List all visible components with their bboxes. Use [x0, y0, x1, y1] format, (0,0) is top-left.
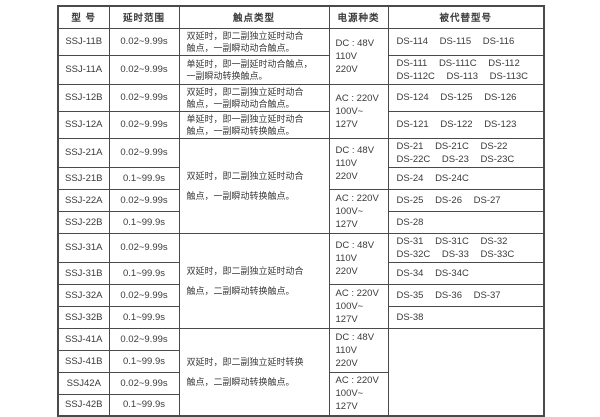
replaced-cell: DS-28: [387, 210, 545, 234]
table-row: SSJ-41B 0.1~99.9s: [57, 349, 544, 373]
replaced-cell: DS-114 DS-115 DS-116: [387, 27, 545, 56]
model-cell: SSJ-12B: [57, 83, 110, 112]
delay-cell: 0.02~9.99s: [108, 283, 180, 307]
delay-cell: 0.1~99.9s: [108, 305, 180, 329]
delay-cell: 0.1~99.9s: [108, 349, 180, 373]
model-cell: SSJ-11A: [57, 54, 110, 85]
delay-cell: 0.02~9.99s: [108, 137, 180, 168]
table-row: SSJ-31A 0.02~9.99s 双延时，即二副独立延时动合 触点，二副瞬动…: [57, 232, 545, 329]
table-row: SSJ-41A 0.02~9.99s 双延时，即二副独立延时转换 触点，二副瞬动…: [57, 327, 545, 417]
contact-cell: 双延时，即二副独立延时动合 触点，一副瞬动动合触点。: [178, 27, 330, 56]
model-cell: SSJ-21A: [57, 137, 110, 168]
contact-cell: 双延时，即二副独立延时转换 触点，二副瞬动转换触点。: [178, 327, 330, 417]
power-cell: AC : 220V 100V~ 127V: [328, 83, 389, 139]
model-cell: SSJ-41A: [57, 327, 110, 351]
contact-cell: 双延时，即二副独立延时动合 触点，一副瞬动转换触点。: [178, 137, 330, 234]
delay-cell: 0.02~9.99s: [108, 83, 180, 112]
delay-cell: 0.1~99.9s: [108, 210, 180, 234]
model-cell: SSJ-42B: [57, 393, 110, 417]
replaced-cell-empty: [387, 327, 545, 417]
model-cell: SSJ42A: [57, 371, 110, 395]
replaced-cell: DS-111 DS-111C DS-112 DS-112C DS-113 DS-…: [387, 54, 545, 85]
replaced-cell: DS-124 DS-125 DS-126: [387, 83, 545, 112]
model-cell: SSJ-41B: [57, 349, 110, 373]
delay-cell: 0.02~9.99s: [108, 232, 180, 263]
header-power-type: 电源种类: [328, 5, 389, 29]
contact-cell: 单延时，即一副独立延时动合 触点，一副瞬动转换触点。: [178, 110, 330, 139]
power-cell: DC : 48V 110V 220V: [328, 232, 389, 285]
delay-cell: 0.1~99.9s: [108, 166, 180, 190]
replaced-cell: DS-24 DS-24C: [387, 166, 545, 190]
power-cell: AC : 220V 100V~ 127V: [328, 188, 389, 234]
table-row: SSJ-12B 0.02~9.99s 双延时，即二副独立延时动合 触点，一副瞬动…: [57, 83, 545, 139]
model-cell: SSJ-31A: [57, 232, 110, 263]
model-cell: SSJ-22B: [57, 210, 110, 234]
model-cell: SSJ-12A: [57, 110, 110, 139]
model-cell: SSJ-11B: [57, 27, 110, 56]
delay-cell: 0.02~9.99s: [108, 54, 180, 85]
power-cell: AC : 220V 100V~ 127V: [328, 371, 389, 417]
model-cell: SSJ-22A: [57, 188, 110, 212]
header-delay-range: 延时范围: [108, 5, 180, 29]
power-cell: DC : 48V 110V 220V: [328, 327, 389, 373]
replaced-cell: DS-38: [387, 305, 545, 329]
table-row: SSJ-21B 0.1~99.9s DS-24 DS-24C: [57, 166, 545, 190]
replaced-cell: DS-25 DS-26 DS-27: [387, 188, 545, 212]
table-row: SSJ-11B 0.02~9.99s 双延时，即二副独立延时动合 触点，一副瞬动…: [57, 27, 545, 85]
replaced-cell: DS-21 DS-21C DS-22 DS-22C DS-23 DS-23C: [387, 137, 545, 168]
replaced-cell: DS-35 DS-36 DS-37: [387, 283, 545, 307]
power-cell: DC : 48V 110V 220V: [328, 137, 389, 190]
header-replaced-models: 被代替型号: [387, 5, 545, 29]
delay-cell: 0.1~99.9s: [108, 261, 180, 285]
model-cell: SSJ-32B: [57, 305, 110, 329]
contact-cell: 双延时，即二副独立延时动合 触点，二副瞬动转换触点。: [178, 232, 330, 329]
delay-cell: 0.02~9.99s: [108, 188, 180, 212]
replaced-cell: DS-31 DS-31C DS-32 DS-32C DS-33 DS-33C: [387, 232, 545, 263]
table-header-row: 型 号 延时范围 触点类型 电源种类 被代替型号: [57, 5, 545, 29]
header-contact-type: 触点类型: [178, 5, 330, 29]
power-cell: DC : 48V 110V 220V: [328, 27, 389, 85]
contact-cell: 双延时，即二副独立延时动合 触点，一副瞬动动合触点。: [178, 83, 330, 112]
delay-cell: 0.1~99.9s: [108, 393, 180, 417]
delay-cell: 0.02~9.99s: [108, 327, 180, 351]
model-cell: SSJ-31B: [57, 261, 110, 285]
replaced-cell: DS-34 DS-34C: [387, 261, 545, 285]
table-row: SSJ-12A 0.02~9.99s 单延时，即一副独立延时动合 触点，一副瞬动…: [57, 110, 545, 139]
contact-cell: 单延时，即一副延时动合触点， 一副瞬动转换触点。: [178, 54, 330, 85]
model-cell: SSJ-32A: [57, 283, 110, 307]
header-model: 型 号: [57, 5, 110, 29]
table-row: SSJ-11A 0.02~9.99s 单延时，即一副延时动合触点， 一副瞬动转换…: [57, 54, 545, 85]
table-row: SSJ-32A 0.02~9.99s AC : 220V 100V~ 127V …: [57, 283, 545, 329]
delay-cell: 0.02~9.99s: [108, 371, 180, 395]
relay-spec-table: 型 号 延时范围 触点类型 电源种类 被代替型号 SSJ-11B 0.02~9.…: [57, 5, 545, 417]
power-cell: AC : 220V 100V~ 127V: [328, 283, 389, 329]
delay-cell: 0.02~9.99s: [108, 110, 180, 139]
model-cell: SSJ-21B: [57, 166, 110, 190]
table-row: SSJ-21A 0.02~9.99s 双延时，即二副独立延时动合 触点，一副瞬动…: [57, 137, 545, 234]
delay-cell: 0.02~9.99s: [108, 27, 180, 56]
replaced-cell: DS-121 DS-122 DS-123: [387, 110, 545, 139]
table-row: SSJ-22B 0.1~99.9s DS-28: [57, 210, 545, 234]
